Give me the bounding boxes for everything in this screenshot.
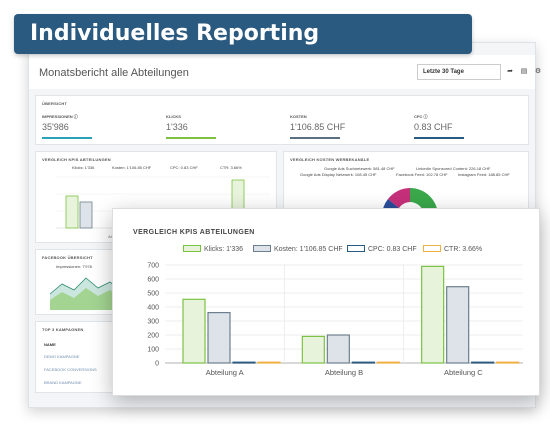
cost-legend-1: LinkedIn Sponsored Content: 226.18 CHF xyxy=(416,166,491,171)
kpi-label-impressions: IMPRESSIONEN ⓘ xyxy=(42,114,78,119)
legend-item[interactable]: CTR: 3.66% xyxy=(423,245,482,253)
campaign-row-0[interactable]: DEMO KAMPAGNE xyxy=(44,354,80,359)
banner-title: Individuelles Reporting xyxy=(14,14,472,54)
chart-legend: Klicks: 1'336 Kosten: 1'106.85 CHF CPC: 0.… xyxy=(113,245,539,257)
facebook-legend: Impressionen: 7'978 xyxy=(56,264,92,269)
bar xyxy=(471,361,495,364)
campaign-row-1[interactable]: FACEBOOK CONVERSIONS xyxy=(44,367,97,372)
legend-swatch xyxy=(347,245,365,252)
y-tick-label: 300 xyxy=(147,319,159,326)
kpi-compare-overlay: VERGLEICH KPIS ABTEILUNGEN Klicks: 1'336… xyxy=(112,208,540,396)
kpi-value-impressions: 35'986 xyxy=(42,122,69,132)
overview-title: ÜBERSICHT xyxy=(42,101,68,106)
y-tick-label: 600 xyxy=(147,277,159,284)
y-tick-label: 500 xyxy=(147,291,159,298)
kpi-label-costs: KOSTEN xyxy=(290,114,307,119)
bar xyxy=(496,361,520,364)
legend-item[interactable]: Klicks: 1'336 xyxy=(183,245,243,253)
overlay-chart-title: VERGLEICH KPIS ABTEILUNGEN xyxy=(133,229,255,236)
facebook-title: FACEBOOK ÜBERSICHT xyxy=(42,255,93,260)
kpi-value-costs: 1'106.85 CHF xyxy=(290,122,346,132)
y-tick-label: 0 xyxy=(155,361,159,368)
legend-item[interactable]: Kosten: 1'106.85 CHF xyxy=(253,245,343,253)
bar-chart: 0 100 200 300 400 500 600 700 Abteilung A Abteilu… xyxy=(147,263,523,377)
top-campaigns-title: TOP 3 KAMPAGNEN xyxy=(42,327,84,332)
cost-legend-3: Facebook Feed: 102.78 CHF xyxy=(396,172,448,177)
kpi-bar-cpc xyxy=(414,137,464,139)
cost-legend-4: Instagram Feed: 188.85 CHF xyxy=(458,172,510,177)
y-tick-label: 700 xyxy=(147,263,159,270)
bar xyxy=(301,335,325,364)
y-tick-label: 400 xyxy=(147,305,159,312)
legend-label: Kosten: 1'106.85 CHF xyxy=(274,246,343,253)
legend-swatch xyxy=(423,245,441,252)
x-tick-label: Abteilung C xyxy=(444,368,483,377)
page-title: Monatsbericht alle Abteilungen xyxy=(39,67,189,79)
small-legend-clicks: Klicks: 1'336 xyxy=(72,165,95,170)
campaign-row-2[interactable]: BRAND KAMPAGNE xyxy=(44,380,82,385)
y-tick-label: 200 xyxy=(147,333,159,340)
bar xyxy=(207,311,231,364)
small-legend-costs: Kosten: 1'106.85 CHF xyxy=(112,165,152,170)
bar xyxy=(326,334,350,364)
bar xyxy=(351,361,375,364)
settings-icon[interactable]: ⚙ xyxy=(534,68,542,75)
cost-legend-2: Google Ads Display Netzwerk: 108.45 CHF xyxy=(300,172,377,177)
overview-card: ÜBERSICHT IMPRESSIONEN ⓘ 35'986 KLICKS 1… xyxy=(35,95,529,145)
bar xyxy=(376,361,400,364)
bar xyxy=(421,265,445,364)
x-tick-label: Abteilung A xyxy=(206,368,244,377)
legend-swatch xyxy=(183,245,201,252)
legend-item[interactable]: CPC: 0.83 CHF xyxy=(347,245,417,253)
legend-label: CTR: 3.66% xyxy=(444,246,483,253)
bar xyxy=(257,361,281,364)
legend-label: CPC: 0.83 CHF xyxy=(368,246,417,253)
kpi-bar-clicks xyxy=(166,137,216,139)
legend-swatch xyxy=(253,245,271,252)
date-range-select[interactable]: Letzte 30 Tage xyxy=(417,64,501,80)
kpi-label-cpc: CPC ⓘ xyxy=(414,114,428,119)
cost-compare-title: VERGLEICH KOSTEN WERBEKANÄLE xyxy=(290,157,370,162)
kpi-value-clicks: 1'336 xyxy=(166,122,188,132)
kpi-compare-small-title: VERGLEICH KPIS ABTEILUNGEN xyxy=(42,157,111,162)
kpi-bar-impressions xyxy=(42,137,92,139)
legend-label: Klicks: 1'336 xyxy=(204,246,244,253)
kpi-label-clicks: KLICKS xyxy=(166,114,181,119)
cost-legend-0: Google Ads Suchnetzwerk: 581.48 CHF xyxy=(324,166,395,171)
share-icon[interactable]: ➦ xyxy=(507,68,513,75)
x-tick-label: Abteilung B xyxy=(325,368,363,377)
document-icon[interactable]: ▤ xyxy=(520,68,528,75)
kpi-value-cpc: 0.83 CHF xyxy=(414,122,453,132)
kpi-bar-costs xyxy=(290,137,340,139)
campaigns-header: NAME xyxy=(44,342,56,347)
bar xyxy=(232,361,256,364)
bar xyxy=(182,298,206,364)
y-tick-label: 100 xyxy=(147,347,159,354)
bar xyxy=(446,286,470,364)
small-legend-ctr: CTR: 3.66% xyxy=(220,165,242,170)
small-legend-cpc: CPC: 0.83 CHF xyxy=(170,165,198,170)
dashboard-header: Monatsbericht alle Abteilungen Letzte 30… xyxy=(29,55,541,89)
